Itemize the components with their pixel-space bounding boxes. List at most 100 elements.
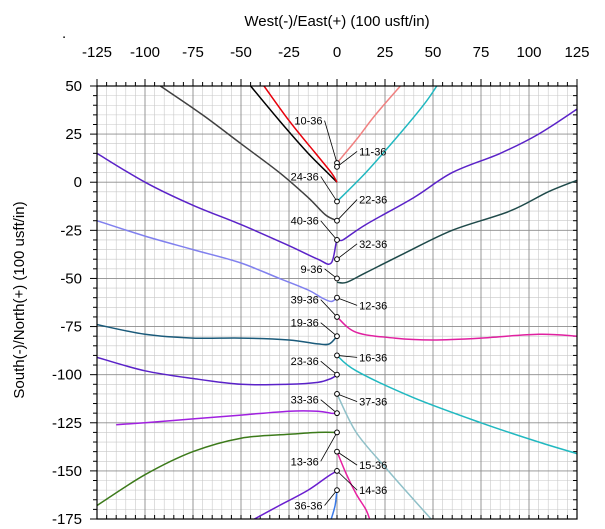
y-tick-label: 0 xyxy=(74,174,82,191)
annotation-leader xyxy=(324,120,338,164)
wellhead-marker xyxy=(334,429,340,436)
series-line-7 xyxy=(97,219,338,303)
series-line-1 xyxy=(250,86,338,183)
wellhead-marker xyxy=(334,256,340,263)
series-line-15 xyxy=(254,470,338,519)
wellhead-marker xyxy=(334,333,340,340)
x-axis-title: West(-)/East(+) (100 usft/in) xyxy=(244,13,429,30)
wellhead-marker xyxy=(334,294,340,301)
annotation-layer: 10-36 11-36 24-36 22-36 40-36 32-36 9-36 12-36 3… xyxy=(291,116,388,513)
x-tick-labels: -125 -100 -75 -50 -25 0 25 50 75 100 125 xyxy=(82,44,590,61)
x-tick-label: 125 xyxy=(564,44,589,61)
well-label: 40-36 xyxy=(291,216,319,228)
x-tick-label: 75 xyxy=(473,44,490,61)
well-label: 16-36 xyxy=(359,352,387,364)
y-tick-label: -100 xyxy=(52,367,82,384)
plot-frame xyxy=(96,85,578,520)
well-label: 33-36 xyxy=(291,395,319,407)
wellhead-marker xyxy=(334,487,340,494)
well-label: 12-36 xyxy=(359,300,387,312)
wellhead-marker xyxy=(334,352,340,359)
well-label: 10-36 xyxy=(294,116,322,128)
series-line-0 xyxy=(159,86,338,222)
wellhead-marker xyxy=(334,467,340,474)
wellhead-marker xyxy=(334,163,340,170)
y-tick-label: -50 xyxy=(60,270,82,287)
y-tick-label: -125 xyxy=(52,415,82,432)
well-label: 11-36 xyxy=(359,146,386,158)
series-line-13 xyxy=(336,393,432,519)
well-label: 39-36 xyxy=(291,295,319,307)
x-tick-label: -25 xyxy=(278,44,300,61)
y-tick-labels: 50 25 0 -25 -50 -75 -100 -125 -150 -175 xyxy=(52,78,82,528)
x-tick-label: 100 xyxy=(516,44,541,61)
series-line-16 xyxy=(336,451,371,519)
annotation-leader xyxy=(320,176,338,202)
series-line-3 xyxy=(336,86,401,164)
wellhead-marker xyxy=(334,371,340,378)
series-line-12 xyxy=(116,410,338,426)
wellhead-marker xyxy=(334,448,340,455)
well-label: 32-36 xyxy=(359,239,387,251)
y-tick-label: -150 xyxy=(52,463,82,480)
corner-mark: . xyxy=(62,25,66,42)
y-tick-label: 50 xyxy=(65,78,82,95)
y-tick-label: 25 xyxy=(65,126,82,143)
annotation-leader xyxy=(336,243,358,260)
annotation-leader xyxy=(320,399,338,414)
series-line-14 xyxy=(97,431,338,507)
well-label: 9-36 xyxy=(301,264,323,276)
well-label: 22-36 xyxy=(359,195,387,207)
series-line-10 xyxy=(336,354,577,455)
annotation-leader xyxy=(324,489,338,506)
well-label: 15-36 xyxy=(359,460,387,472)
well-label: 37-36 xyxy=(359,397,387,409)
well-label: 13-36 xyxy=(291,456,319,468)
annotation-leader xyxy=(320,220,338,241)
annotation-leader xyxy=(336,297,358,306)
annotation-leader xyxy=(336,355,358,358)
well-label: 14-36 xyxy=(359,485,387,497)
well-label: 19-36 xyxy=(291,318,319,330)
wellhead-marker xyxy=(334,217,340,224)
series-line-6 xyxy=(336,179,577,284)
well-label: 36-36 xyxy=(294,501,322,513)
wellhead-marker xyxy=(334,391,340,397)
well-label: 24-36 xyxy=(291,171,319,183)
x-tick-label: 0 xyxy=(333,44,341,61)
wellhead-marker xyxy=(334,237,340,243)
annotation-leader xyxy=(320,299,338,318)
annotation-leader xyxy=(336,199,358,221)
series-line-4 xyxy=(336,86,438,203)
y-tick-label: -175 xyxy=(52,511,82,528)
axis-ticks xyxy=(90,79,578,520)
series-layer xyxy=(97,86,577,519)
annotation-leader xyxy=(336,451,358,466)
wellhead-marker xyxy=(334,198,340,205)
y-axis-title: South(-)/North(+) (100 usft/in) xyxy=(11,201,28,398)
y-tick-label: -25 xyxy=(60,222,82,239)
series-line-9 xyxy=(97,323,338,346)
x-tick-label: -125 xyxy=(82,44,112,61)
annotation-leader xyxy=(336,470,358,491)
x-tick-label: -75 xyxy=(182,44,204,61)
annotation-leader xyxy=(336,393,358,402)
x-tick-label: 25 xyxy=(377,44,394,61)
x-tick-label: 50 xyxy=(425,44,442,61)
annotation-leader xyxy=(336,151,358,168)
wellhead-marker xyxy=(334,410,340,417)
wellhead-marker xyxy=(334,275,340,282)
x-tick-label: -50 xyxy=(230,44,252,61)
series-line-8 xyxy=(336,316,577,341)
annotation-leader xyxy=(320,432,338,462)
x-tick-label: -100 xyxy=(130,44,160,61)
y-tick-label: -75 xyxy=(60,319,82,336)
annotation-leader xyxy=(320,322,338,337)
annotation-leader xyxy=(320,360,338,375)
series-line-11 xyxy=(97,356,338,386)
well-label: 23-36 xyxy=(291,356,319,368)
series-line-17 xyxy=(330,490,338,519)
wellhead-marker xyxy=(334,314,340,320)
